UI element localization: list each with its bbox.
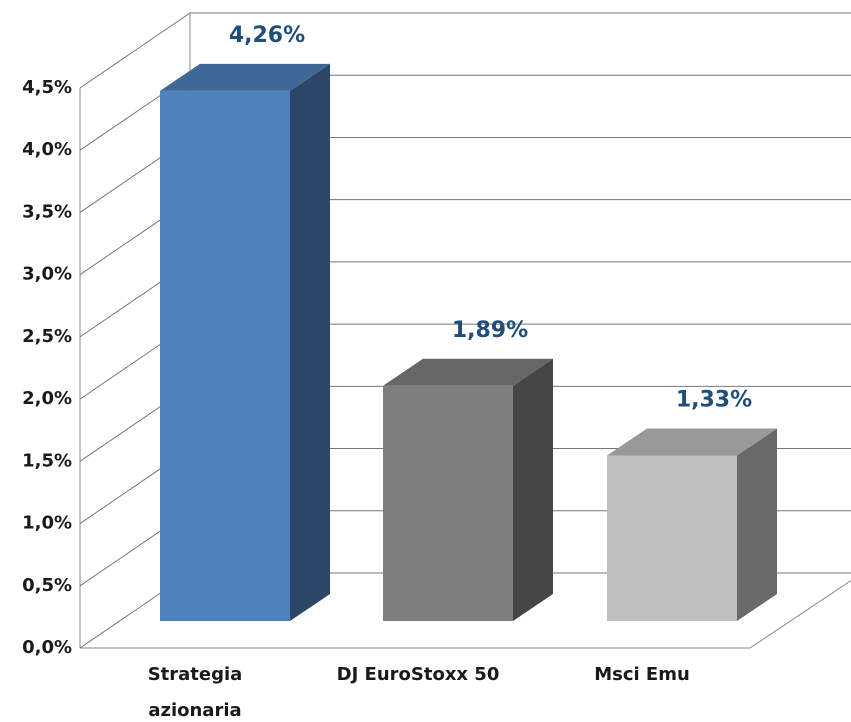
y-tick-label: 4,0% — [22, 139, 72, 160]
bar — [607, 455, 737, 621]
value-label: 1,33% — [676, 387, 752, 412]
value-label: 4,26% — [229, 23, 305, 48]
bar-top — [607, 428, 777, 456]
y-tick-label: 3,5% — [22, 201, 72, 222]
floor-right — [749, 580, 851, 649]
bar — [383, 385, 513, 621]
value-label: 1,89% — [452, 318, 528, 343]
bar-top — [160, 63, 330, 91]
y-tick-label: 0,0% — [22, 637, 72, 658]
y-tick-label: 0,5% — [22, 575, 72, 596]
bar-side — [513, 358, 553, 621]
bar-side — [737, 428, 777, 621]
bar-top — [383, 358, 553, 386]
x-tick-label: Msci Emu — [594, 664, 690, 685]
grid-line — [79, 12, 851, 89]
y-tick-label: 1,5% — [22, 450, 72, 471]
y-tick-label: 2,5% — [22, 326, 72, 347]
x-tick-label: Strategia azionaria — [147, 664, 243, 721]
y-tick-label: 4,5% — [22, 77, 72, 98]
bar — [160, 90, 290, 621]
bar-side — [290, 63, 330, 622]
y-tick-label: 1,0% — [22, 513, 72, 534]
x-tick-label: DJ EuroStoxx 50 — [336, 664, 500, 685]
y-tick-label: 2,0% — [22, 388, 72, 409]
y-tick-label: 3,0% — [22, 264, 72, 285]
